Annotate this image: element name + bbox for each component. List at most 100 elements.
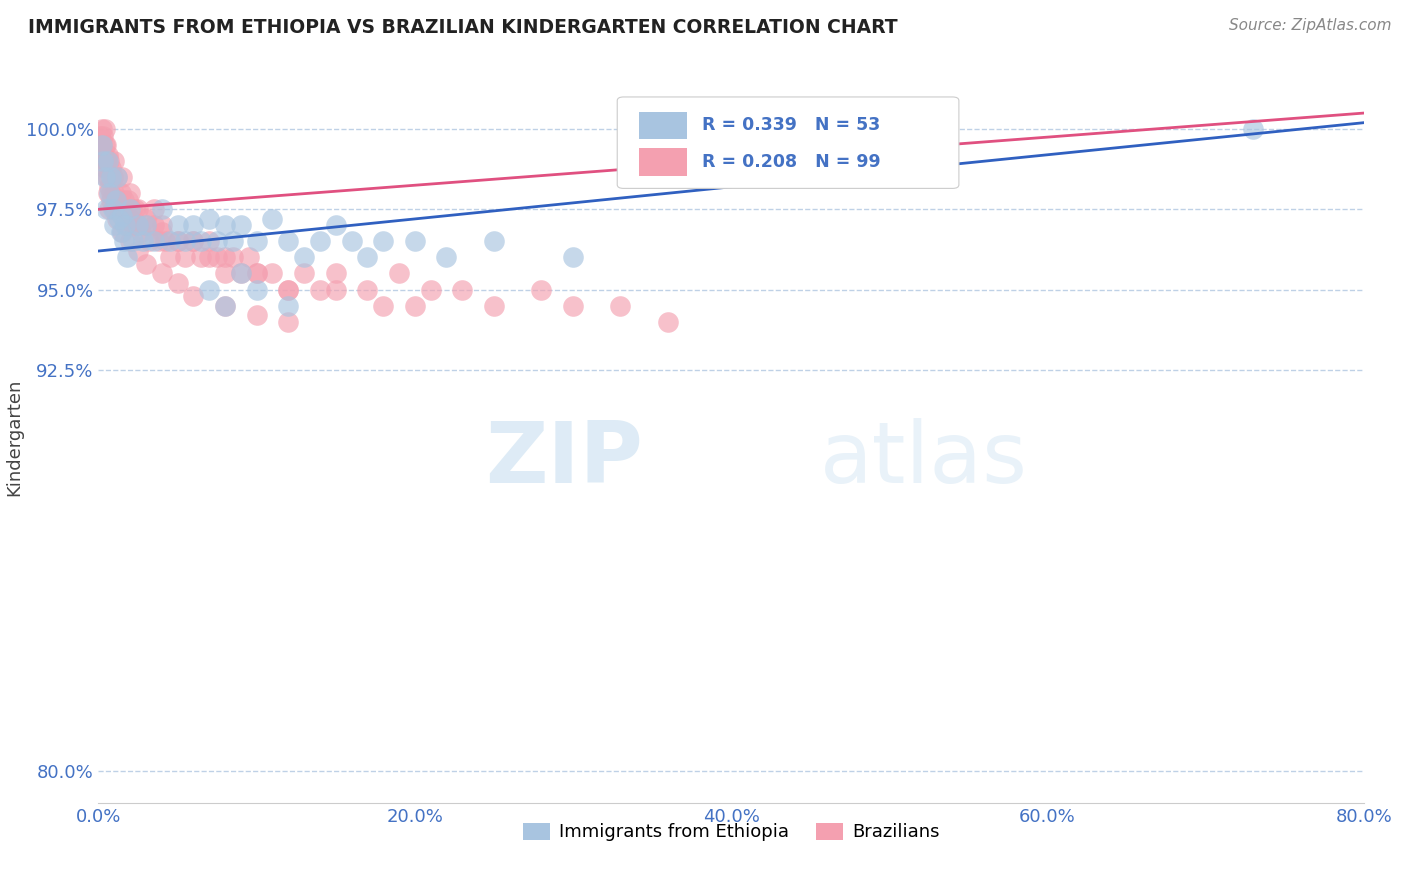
- Point: [103, 186, 125, 201]
- Point: [104, 193, 127, 207]
- Point: [214, 267, 236, 281]
- Point: [174, 235, 197, 249]
- Point: [150, 219, 173, 233]
- Point: [120, 186, 141, 201]
- FancyBboxPatch shape: [638, 148, 686, 176]
- Point: [117, 193, 139, 207]
- Point: [198, 283, 221, 297]
- Point: [93, 170, 117, 185]
- Point: [135, 211, 157, 226]
- Point: [121, 202, 143, 217]
- Point: [107, 211, 129, 226]
- Text: atlas: atlas: [820, 417, 1028, 500]
- Y-axis label: Kindergarten: Kindergarten: [6, 378, 24, 496]
- Point: [110, 186, 132, 201]
- Point: [111, 170, 134, 185]
- Point: [138, 235, 160, 249]
- Point: [246, 308, 269, 322]
- Legend: Immigrants from Ethiopia, Brazilians: Immigrants from Ethiopia, Brazilians: [516, 815, 946, 848]
- Point: [609, 299, 631, 313]
- Point: [91, 154, 114, 169]
- Point: [89, 128, 111, 143]
- Point: [97, 148, 120, 162]
- Point: [97, 170, 120, 185]
- Point: [93, 161, 117, 175]
- Point: [340, 235, 363, 249]
- Point: [325, 267, 347, 281]
- Point: [277, 315, 299, 329]
- Point: [135, 219, 157, 233]
- Point: [107, 170, 129, 185]
- Point: [142, 202, 165, 217]
- Point: [90, 122, 112, 136]
- Point: [356, 283, 378, 297]
- Point: [122, 219, 145, 233]
- Point: [166, 235, 188, 249]
- Point: [190, 251, 212, 265]
- Point: [246, 235, 269, 249]
- Point: [148, 235, 170, 249]
- Point: [129, 225, 152, 239]
- Point: [214, 219, 236, 233]
- Point: [98, 202, 121, 217]
- FancyBboxPatch shape: [638, 112, 686, 139]
- Point: [111, 225, 134, 239]
- Point: [150, 202, 173, 217]
- Point: [325, 219, 347, 233]
- Point: [277, 299, 299, 313]
- Point: [103, 154, 125, 169]
- Point: [100, 161, 122, 175]
- Point: [90, 138, 112, 153]
- Point: [120, 202, 141, 217]
- Point: [90, 138, 112, 153]
- Point: [436, 251, 458, 265]
- Point: [190, 235, 212, 249]
- Point: [98, 186, 121, 201]
- Point: [98, 179, 121, 194]
- FancyBboxPatch shape: [617, 97, 959, 188]
- Text: ZIP: ZIP: [485, 417, 643, 500]
- Point: [115, 219, 138, 233]
- Point: [482, 299, 505, 313]
- Point: [262, 267, 284, 281]
- Point: [91, 154, 114, 169]
- Point: [124, 202, 146, 217]
- Point: [229, 267, 252, 281]
- Point: [222, 251, 245, 265]
- Point: [277, 283, 299, 297]
- Point: [115, 251, 138, 265]
- Point: [96, 138, 118, 153]
- Point: [292, 267, 315, 281]
- Point: [111, 209, 134, 223]
- Point: [93, 138, 117, 153]
- Point: [166, 219, 188, 233]
- Point: [100, 193, 122, 207]
- Point: [120, 235, 141, 249]
- Point: [371, 299, 394, 313]
- Point: [127, 244, 149, 258]
- Point: [100, 186, 122, 201]
- Point: [561, 251, 585, 265]
- Text: R = 0.339   N = 53: R = 0.339 N = 53: [702, 117, 880, 135]
- Point: [93, 122, 117, 136]
- Point: [97, 186, 120, 201]
- Point: [101, 202, 124, 217]
- Point: [112, 193, 135, 207]
- Point: [96, 202, 118, 217]
- Point: [153, 235, 176, 249]
- Point: [114, 202, 136, 217]
- Point: [292, 251, 315, 265]
- Point: [166, 235, 188, 249]
- Point: [214, 299, 236, 313]
- Point: [91, 148, 114, 162]
- Text: R = 0.208   N = 99: R = 0.208 N = 99: [702, 153, 880, 171]
- Point: [96, 154, 118, 169]
- Point: [229, 267, 252, 281]
- Point: [127, 219, 149, 233]
- Point: [229, 219, 252, 233]
- Point: [404, 235, 426, 249]
- Point: [183, 219, 205, 233]
- Point: [309, 283, 332, 297]
- Point: [96, 154, 118, 169]
- Point: [451, 283, 474, 297]
